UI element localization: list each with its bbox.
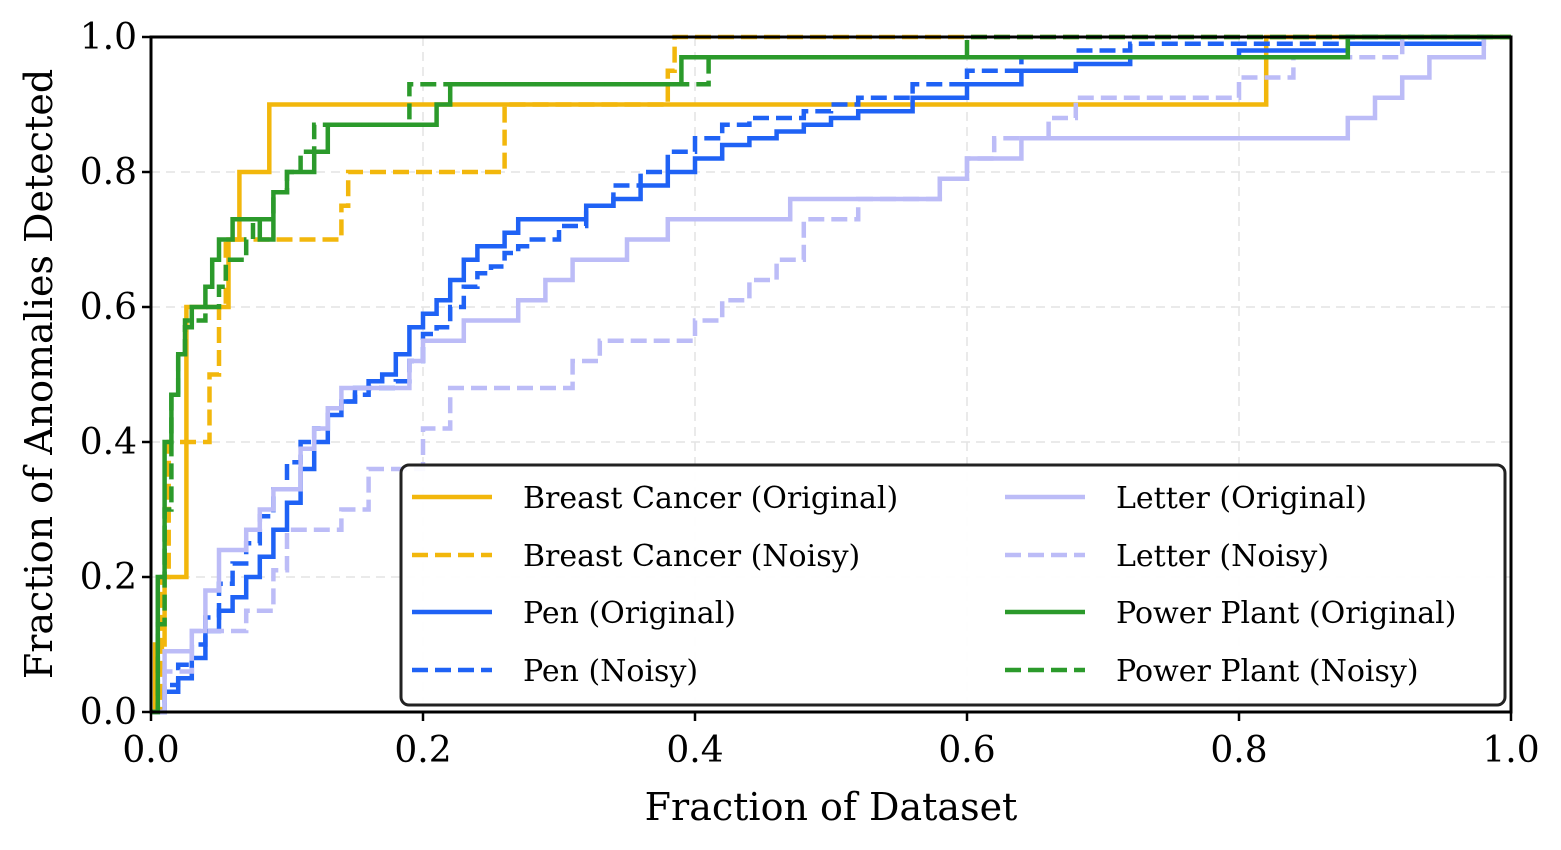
x-axis-label: Fraction of Dataset [645, 785, 1018, 829]
series-line-pen-original [151, 37, 1487, 715]
x-tick-label: 0.8 [1210, 730, 1267, 771]
y-tick-label: 1.0 [80, 17, 137, 58]
series-line-breast-cancer-noisy [151, 34, 1511, 715]
axis-ticks: 0.0 0.2 0.4 0.6 0.8 1.0 0.0 0.2 0.4 0.6 0.8 1.0 [80, 17, 1540, 771]
series-line-letter-noisy [151, 34, 1457, 715]
legend-label-power-plant-original: Power Plant (Original) [1116, 596, 1456, 631]
legend-label-power-plant-noisy: Power Plant (Noisy) [1116, 654, 1419, 689]
series-lines [151, 34, 1511, 715]
x-tick-label: 0.2 [394, 730, 451, 771]
y-tick-label: 0.0 [80, 692, 137, 733]
series-line-power-plant-noisy [151, 34, 1511, 715]
legend-label-letter-noisy: Letter (Noisy) [1116, 539, 1329, 574]
legend-label-breast-cancer-original: Breast Cancer (Original) [523, 481, 898, 516]
legend-label-pen-noisy: Pen (Noisy) [523, 654, 698, 689]
legend: Breast Cancer (Original) Breast Cancer (N… [399, 463, 1507, 707]
x-tick-label: 0.6 [938, 730, 995, 771]
y-tick-label: 0.4 [80, 422, 137, 463]
y-tick-label: 0.8 [80, 152, 137, 193]
legend-label-pen-original: Pen (Original) [523, 596, 736, 631]
legend-box [399, 463, 1507, 707]
y-tick-label: 0.2 [80, 557, 137, 598]
x-tick-label: 0.0 [122, 730, 179, 771]
y-tick-label: 0.6 [80, 287, 137, 328]
x-tick-label: 1.0 [1482, 730, 1539, 771]
y-axis-label: Fraction of Anomalies Detected [17, 69, 61, 679]
legend-label-letter-original: Letter (Original) [1116, 481, 1367, 516]
plot-frame [149, 35, 1513, 714]
series-line-letter-original [151, 37, 1487, 715]
legend-label-breast-cancer-noisy: Breast Cancer (Noisy) [523, 539, 860, 574]
x-tick-label: 0.4 [666, 730, 723, 771]
